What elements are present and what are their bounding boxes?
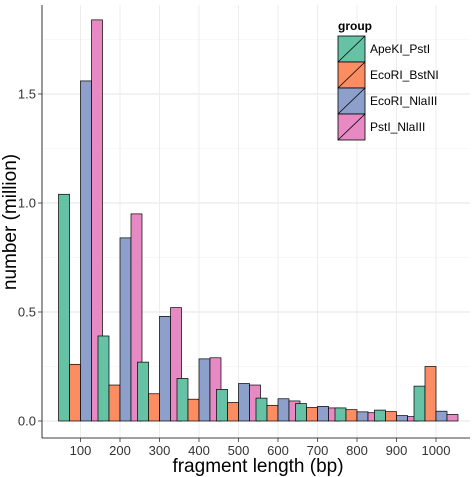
- bar-ecori-bstni-400: [187, 398, 200, 422]
- grid-lines: [42, 5, 470, 438]
- bar-ecori-bstni-1000: [424, 366, 437, 422]
- legend-label: ApeKI_PstI: [370, 42, 430, 56]
- bar-ecori-nlaiii-600: [277, 398, 290, 422]
- bar-psti-nlaiii-100: [91, 19, 103, 422]
- y-tick-label: 0.0: [18, 414, 36, 429]
- bar-ecori-nlaiii-100: [80, 80, 92, 422]
- y-axis-title: number (million): [0, 154, 21, 290]
- bar-apeki-psti-900: [374, 409, 386, 422]
- x-tick-label: 800: [346, 443, 368, 458]
- legend-key-slash: [337, 35, 366, 63]
- bar-ecori-nlaiii-1000: [435, 410, 448, 422]
- y-tick-label: 0.5: [18, 305, 36, 320]
- bar-ecori-bstni-300: [148, 393, 160, 422]
- legend-label: PstI_NlaIII: [370, 120, 425, 134]
- bar-ecori-bstni-900: [385, 411, 397, 422]
- bar-ecori-bstni-500: [227, 402, 239, 422]
- bar-ecori-bstni-200: [108, 384, 121, 422]
- bar-ecori-nlaiii-700: [317, 406, 329, 422]
- legend: group ApeKI_PstI EcoRI_BstNI EcoRI_NlaIII P…: [337, 19, 439, 141]
- bar-apeki-psti-300: [137, 361, 149, 422]
- x-tick-label: 700: [307, 443, 329, 458]
- bar-apeki-psti-600: [255, 397, 268, 422]
- bar-ecori-bstni-700: [306, 407, 318, 422]
- bar-ecori-bstni-100: [69, 363, 81, 422]
- legend-key-slash: [337, 61, 366, 89]
- legend-title: group: [338, 19, 372, 33]
- bar-psti-nlaiii-300: [170, 307, 182, 422]
- bar-apeki-psti-700: [295, 403, 307, 422]
- bar-ecori-nlaiii-500: [238, 383, 250, 422]
- x-tick-label: 100: [70, 443, 92, 458]
- legend-key-slash: [337, 113, 366, 141]
- bar-ecori-nlaiii-900: [396, 415, 408, 422]
- x-tick-labels: 100 200 300 400 500 600 700 800 900 1000: [70, 438, 451, 458]
- x-tick-label: 200: [109, 443, 131, 458]
- legend-label: EcoRI_BstNI: [370, 68, 439, 82]
- legend-label: EcoRI_NlaIII: [370, 94, 437, 108]
- bar-ecori-bstni-800: [345, 409, 358, 422]
- bar-psti-nlaiii-200: [130, 213, 143, 422]
- axes: [41, 5, 470, 439]
- y-tick-label: 1.0: [18, 196, 36, 211]
- x-tick-label: 300: [149, 443, 171, 458]
- bar-psti-nlaiii-1000: [446, 414, 459, 422]
- x-axis-title: fragment length (bp): [172, 456, 343, 477]
- bar-ecori-nlaiii-400: [198, 358, 211, 422]
- x-tick-label: 1000: [422, 443, 451, 458]
- bar-ecori-nlaiii-800: [356, 411, 369, 422]
- bar-apeki-psti-200: [97, 335, 110, 422]
- bar-apeki-psti-800: [334, 407, 347, 422]
- bar-apeki-psti-1000: [413, 385, 426, 422]
- x-tick-label: 600: [267, 443, 289, 458]
- y-tick-labels: 0.0 0.5 1.0 1.5: [18, 87, 42, 429]
- bar-ecori-nlaiii-300: [159, 316, 171, 422]
- legend-key-slash: [337, 87, 366, 115]
- bar-ecori-nlaiii-200: [119, 237, 132, 422]
- bar-apeki-psti-100: [58, 193, 70, 422]
- x-tick-label: 500: [228, 443, 250, 458]
- bars: [58, 19, 459, 422]
- bar-apeki-psti-500: [216, 389, 228, 422]
- x-tick-label: 400: [188, 443, 210, 458]
- x-tick-label: 900: [386, 443, 408, 458]
- y-tick-label: 1.5: [18, 87, 36, 102]
- bar-apeki-psti-400: [176, 378, 189, 422]
- bar-ecori-bstni-600: [266, 404, 279, 422]
